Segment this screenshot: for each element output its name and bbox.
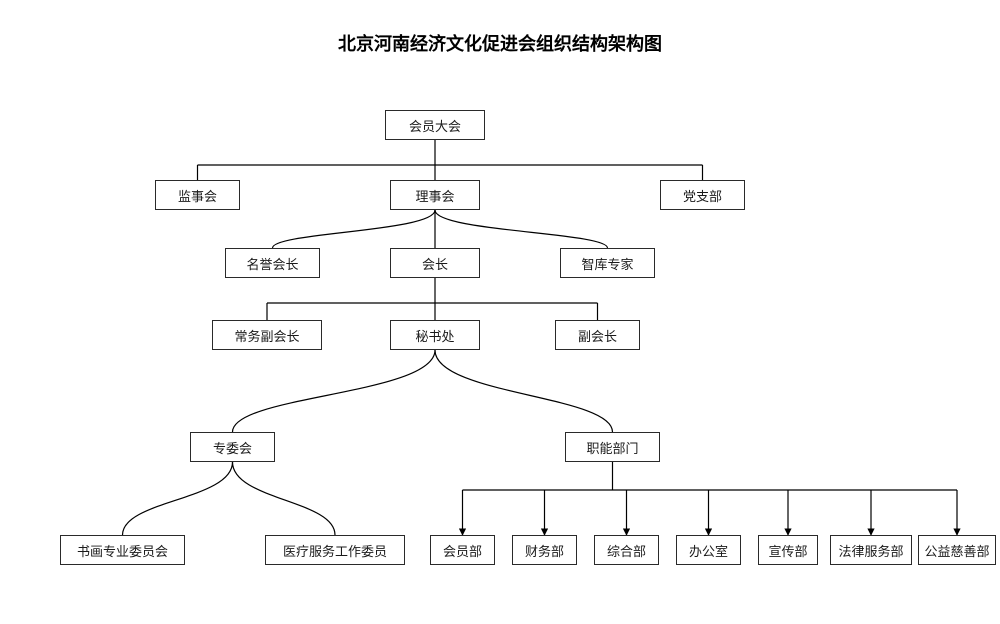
org-node: 财务部 <box>512 535 577 565</box>
connector-layer <box>0 0 1000 624</box>
org-node: 会员大会 <box>385 110 485 140</box>
org-node: 副会长 <box>555 320 640 350</box>
org-node: 理事会 <box>390 180 480 210</box>
org-node: 宣传部 <box>758 535 818 565</box>
org-node: 办公室 <box>676 535 741 565</box>
org-node: 名誉会长 <box>225 248 320 278</box>
org-node: 法律服务部 <box>830 535 912 565</box>
org-node: 党支部 <box>660 180 745 210</box>
org-node: 专委会 <box>190 432 275 462</box>
org-node: 监事会 <box>155 180 240 210</box>
org-node: 医疗服务工作委员 <box>265 535 405 565</box>
org-node: 智库专家 <box>560 248 655 278</box>
diagram-title: 北京河南经济文化促进会组织结构架构图 <box>0 30 1000 56</box>
org-node: 秘书处 <box>390 320 480 350</box>
org-node: 公益慈善部 <box>918 535 996 565</box>
org-node: 书画专业委员会 <box>60 535 185 565</box>
org-node: 综合部 <box>594 535 659 565</box>
org-node: 职能部门 <box>565 432 660 462</box>
org-node: 常务副会长 <box>212 320 322 350</box>
org-node: 会员部 <box>430 535 495 565</box>
org-node: 会长 <box>390 248 480 278</box>
